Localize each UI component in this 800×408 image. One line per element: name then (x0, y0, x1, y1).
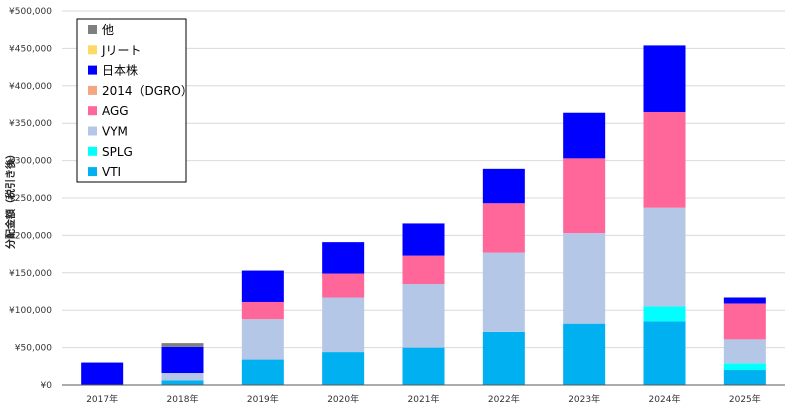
bar-segment-VTI (241, 359, 284, 385)
legend-label: VTI (102, 165, 121, 179)
y-tick-label: ¥500,000 (9, 7, 52, 17)
y-tick-label: ¥400,000 (9, 82, 52, 92)
bar-segment-日本株 (482, 168, 525, 204)
bar-segment-VYM (161, 373, 204, 381)
bar-segment-VYM (723, 339, 766, 364)
legend-swatch (88, 106, 97, 116)
bar-segment-日本株 (241, 270, 284, 302)
legend-swatch (88, 85, 97, 95)
x-tick-label: 2024年 (649, 393, 681, 405)
bar-segment-VTI (161, 380, 204, 385)
bar-segment-SPLG (643, 306, 686, 322)
x-tick-label: 2023年 (568, 393, 600, 405)
bar-segment-VYM (241, 319, 284, 360)
bar-segment-VYM (482, 252, 525, 332)
x-tick-label: 2018年 (167, 393, 199, 405)
bar-segment-日本株 (643, 45, 686, 112)
bar-segment-日本株 (723, 297, 766, 304)
x-tick-label: 2025年 (729, 393, 761, 405)
y-tick-label: ¥100,000 (9, 306, 52, 316)
bar-segment-VYM (402, 284, 445, 348)
bar-segment-VTI (643, 321, 686, 385)
y-tick-label: ¥300,000 (9, 157, 52, 167)
bar-segment-VTI (402, 347, 445, 385)
legend-swatch (88, 25, 97, 34)
y-tick-label: ¥350,000 (9, 119, 52, 129)
x-tick-label: 2017年 (86, 393, 118, 405)
legend-label: 他 (102, 23, 114, 37)
legend-label: VYM (102, 125, 128, 139)
bars (81, 45, 766, 385)
legend-label: 2014（DGRO） (102, 84, 193, 98)
x-tick-label: 2020年 (327, 393, 359, 405)
bar-segment-AGG (723, 303, 766, 340)
bar-segment-他 (161, 343, 204, 347)
bar-segment-VTI (723, 370, 766, 385)
y-tick-label: ¥200,000 (9, 231, 52, 241)
y-axis-tick-labels: ¥0 ¥50,000 ¥100,000 ¥150,000 ¥200,000 ¥250,00… (9, 7, 52, 391)
bar-segment-日本株 (161, 346, 204, 374)
legend-swatch (88, 146, 97, 156)
bar-segment-日本株 (563, 112, 606, 159)
bar-segment-日本株 (81, 362, 124, 385)
bar-segment-VYM (643, 207, 686, 307)
legend-swatch (88, 167, 97, 177)
y-tick-label: ¥0 (41, 381, 53, 391)
legend-swatch (88, 65, 97, 75)
bar-segment-日本株 (402, 223, 445, 256)
bar-segment-AGG (643, 111, 686, 208)
y-tick-label: ¥150,000 (9, 269, 52, 279)
bar-segment-VYM (322, 297, 365, 353)
y-tick-label: ¥50,000 (15, 344, 52, 354)
legend-label: 日本株 (102, 63, 138, 78)
x-tick-label: 2021年 (408, 393, 440, 405)
bar-segment-VTI (563, 323, 606, 385)
bar-segment-AGG (322, 273, 365, 298)
bar-segment-VTI (322, 352, 365, 385)
legend-swatch (88, 126, 97, 136)
y-axis-title: 分配金額（税引き後） (4, 149, 17, 249)
bar-segment-SPLG (723, 363, 766, 371)
x-axis-tick-labels: 2017年 2018年 2019年 2020年 2021年 2022年 2023年 2024年… (86, 393, 761, 405)
legend-label: SPLG (102, 145, 133, 159)
y-tick-label: ¥250,000 (9, 194, 52, 204)
legend-label: Jリート (101, 43, 142, 57)
bar-segment-AGG (482, 203, 525, 253)
legend-swatch (88, 45, 97, 55)
bar-segment-AGG (241, 301, 284, 320)
bar-segment-VTI (482, 331, 525, 385)
y-tick-label: ¥450,000 (9, 44, 52, 54)
x-tick-label: 2019年 (247, 393, 279, 405)
bar-segment-AGG (563, 158, 606, 234)
legend-label: AGG (102, 104, 129, 118)
x-tick-label: 2022年 (488, 393, 520, 405)
bar-segment-VYM (563, 233, 606, 324)
bar-segment-日本株 (322, 242, 365, 274)
bar-segment-AGG (402, 255, 445, 285)
